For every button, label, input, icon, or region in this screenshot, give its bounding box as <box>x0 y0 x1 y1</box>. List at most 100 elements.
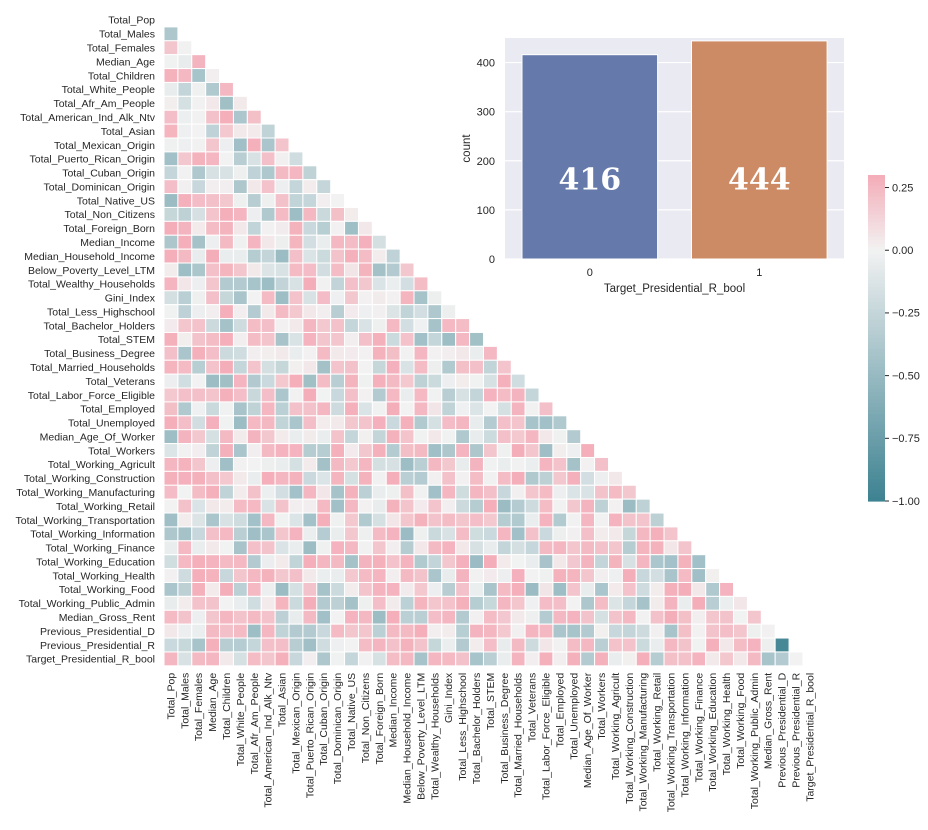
heatmap-cell <box>232 415 248 431</box>
heatmap-cell <box>455 470 471 486</box>
heatmap-cell <box>177 234 193 250</box>
heatmap-cell <box>288 651 304 667</box>
heatmap-cell <box>524 540 540 556</box>
heatmap-cell <box>288 526 304 542</box>
colorbar-segment <box>868 287 885 292</box>
colorbar-segment <box>868 359 885 364</box>
heatmap-cell <box>316 331 332 347</box>
heatmap-cell <box>732 651 748 667</box>
heatmap-cell <box>274 359 290 375</box>
column-label: Total_Labor_Force_Eligible <box>541 673 553 800</box>
heatmap-cell <box>191 595 207 611</box>
colorbar-segment <box>868 410 885 415</box>
column-label: Total_Working_Public_Admin <box>749 673 761 810</box>
colorbar-segment <box>868 497 885 502</box>
heatmap-cell <box>219 623 234 639</box>
heatmap-cell <box>649 568 665 583</box>
heatmap-cell <box>330 318 346 333</box>
heatmap-cell <box>302 220 318 236</box>
heatmap-cell <box>205 554 221 570</box>
row-label: Total_Less_Highschool <box>47 306 155 318</box>
heatmap-cell <box>260 234 276 250</box>
heatmap-cell <box>344 443 359 458</box>
heatmap-cell <box>316 345 332 361</box>
heatmap-cell <box>163 179 179 195</box>
heatmap-cell <box>524 595 540 611</box>
heatmap-cell <box>510 651 526 667</box>
heatmap-cell <box>357 220 373 236</box>
heatmap-cell <box>163 193 179 208</box>
heatmap-cell <box>344 498 359 514</box>
heatmap-cell <box>455 456 471 472</box>
heatmap-cell <box>552 456 568 472</box>
heatmap-cell <box>219 331 234 347</box>
heatmap-cell <box>177 151 193 167</box>
heatmap-cell <box>344 637 359 653</box>
heatmap-cell <box>260 359 276 375</box>
heatmap-cell <box>621 581 637 597</box>
heatmap-cell <box>260 526 276 542</box>
heatmap-cell <box>205 387 221 403</box>
heatmap-cell <box>274 568 290 583</box>
heatmap-cell <box>288 165 304 181</box>
heatmap-cell <box>232 470 248 486</box>
column-label: Total_Employed <box>554 673 566 748</box>
heatmap-cell <box>274 526 290 542</box>
heatmap-cell <box>219 609 234 625</box>
heatmap-cell <box>594 595 609 611</box>
colorbar-segment <box>868 196 885 201</box>
heatmap-cell <box>219 456 234 472</box>
heatmap-cell <box>538 554 554 570</box>
heatmap-cell <box>177 109 193 125</box>
heatmap-cell <box>357 568 373 583</box>
heatmap-cell <box>163 68 179 83</box>
heatmap-cell <box>232 554 248 570</box>
colorbar-segment <box>868 450 885 455</box>
heatmap-cell <box>566 554 582 570</box>
row-label: Total_American_Ind_Alk_Ntv <box>20 112 156 124</box>
heatmap-cell <box>219 304 234 320</box>
heatmap-cell <box>621 651 637 667</box>
heatmap-cell <box>677 581 693 597</box>
column-label: Total_Bachelor_Holders <box>471 673 483 784</box>
heatmap-cell <box>316 498 332 514</box>
colorbar-segment <box>868 175 885 180</box>
heatmap-cell <box>371 359 387 375</box>
heatmap-cell <box>163 387 179 403</box>
heatmap-cell <box>177 137 193 153</box>
heatmap-cell <box>246 318 262 333</box>
heatmap-cell <box>594 568 609 583</box>
heatmap-cell <box>316 470 332 486</box>
heatmap-cell <box>219 220 234 236</box>
heatmap-cell <box>760 637 776 653</box>
heatmap-cell <box>274 415 290 431</box>
heatmap-cell <box>399 401 415 417</box>
heatmap-cell <box>469 609 484 625</box>
heatmap-cell <box>302 595 318 611</box>
colorbar-segment <box>868 240 885 245</box>
heatmap-cell <box>316 276 332 292</box>
heatmap-cell <box>191 581 207 597</box>
heatmap-cell <box>177 373 193 389</box>
heatmap-cell <box>580 540 596 556</box>
heatmap-cell <box>385 470 401 486</box>
row-label: Median_Age_Of_Worker <box>40 431 156 443</box>
heatmap-cell <box>260 373 276 389</box>
heatmap-cell <box>455 443 471 458</box>
heatmap-cell <box>621 484 637 500</box>
heatmap-cell <box>163 234 179 250</box>
heatmap-cell <box>274 165 290 181</box>
row-label: Total_Bachelor_Holders <box>44 320 155 332</box>
heatmap-cell <box>302 512 318 528</box>
heatmap-cell <box>205 623 221 639</box>
heatmap-cell <box>469 359 484 375</box>
colorbar-segment <box>868 283 885 288</box>
row-label: Total_Workers <box>88 445 155 457</box>
heatmap-cell <box>219 179 234 195</box>
heatmap-cell <box>260 248 276 264</box>
heatmap-cell <box>538 401 554 417</box>
heatmap-cell <box>288 498 304 514</box>
heatmap-cell <box>621 568 637 583</box>
heatmap-cell <box>177 95 193 111</box>
heatmap-cell <box>482 387 498 403</box>
